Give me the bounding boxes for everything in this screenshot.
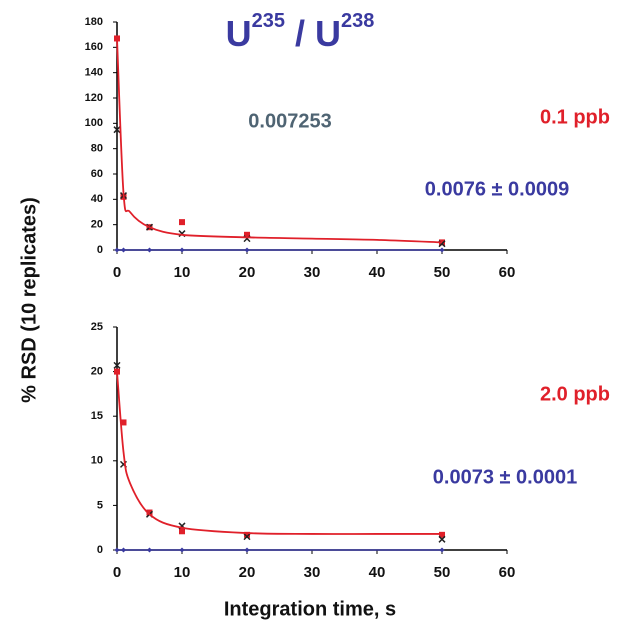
point xyxy=(120,419,127,426)
x-tick-label: 20 xyxy=(239,264,256,281)
y-tick-label: 20 xyxy=(91,219,103,231)
y-tick-label: 100 xyxy=(85,117,103,129)
annotation: 2.0 ppb xyxy=(540,383,610,405)
annotation: 0.0073 ± 0.0001 xyxy=(433,466,577,488)
y-tick-label: 160 xyxy=(85,41,103,53)
y-tick-label: 140 xyxy=(85,67,103,79)
chart-title: U235 / U238 xyxy=(226,10,375,53)
x-tick-label: 50 xyxy=(434,564,451,581)
y-tick-label: 120 xyxy=(85,92,103,104)
x-tick-label: 10 xyxy=(174,564,191,581)
x-tick-label: 60 xyxy=(499,564,516,581)
x-tick-label: 40 xyxy=(369,564,386,581)
title-part: U xyxy=(226,13,252,54)
point xyxy=(244,247,250,253)
x-tick-label: 10 xyxy=(174,264,191,281)
y-tick-label: 80 xyxy=(91,143,103,155)
point xyxy=(179,528,185,535)
point xyxy=(147,547,152,553)
x-tick-label: 20 xyxy=(239,564,256,581)
x-tick-label: 30 xyxy=(304,264,321,281)
x-tick-label: 60 xyxy=(499,264,516,281)
y-tick-label: 0 xyxy=(97,244,103,256)
fit-curve xyxy=(116,38,443,244)
point xyxy=(113,126,121,134)
y-tick-label: 40 xyxy=(91,193,103,205)
point xyxy=(244,531,250,538)
y-tick-label: 15 xyxy=(91,410,103,422)
x-tick-label: 0 xyxy=(113,264,121,281)
point xyxy=(121,547,126,553)
point xyxy=(244,231,250,238)
y-tick-label: 20 xyxy=(91,366,103,378)
point xyxy=(244,547,250,553)
point xyxy=(179,247,185,253)
x-tick-label: 30 xyxy=(304,564,321,581)
point xyxy=(243,533,251,541)
fit-curve xyxy=(116,371,442,535)
annotation: 0.1 ppb xyxy=(540,106,610,128)
point xyxy=(121,247,126,253)
title-sup: 238 xyxy=(341,10,374,32)
y-tick-label: 180 xyxy=(85,16,103,28)
point xyxy=(113,361,121,369)
x-axis-label: Integration time, s xyxy=(224,598,396,620)
point xyxy=(438,535,446,543)
y-tick-label: 0 xyxy=(97,544,103,556)
point xyxy=(147,247,152,253)
x-tick-label: 40 xyxy=(369,264,386,281)
point xyxy=(146,509,153,516)
y-tick-label: 60 xyxy=(91,168,103,180)
title-part: / U xyxy=(285,13,341,54)
point xyxy=(439,247,445,253)
y-tick-label: 10 xyxy=(91,455,103,467)
annotation: 0.007253 xyxy=(248,110,331,132)
annotation: 0.0076 ± 0.0009 xyxy=(425,178,569,200)
title-sup: 235 xyxy=(252,10,285,32)
point xyxy=(114,547,120,553)
y-axis-label: % RSD (10 replicates) xyxy=(18,197,40,403)
x-tick-label: 0 xyxy=(113,564,121,581)
x-tick-label: 50 xyxy=(434,264,451,281)
point xyxy=(179,547,185,553)
y-tick-label: 25 xyxy=(91,321,103,333)
point xyxy=(439,547,445,553)
y-tick-label: 5 xyxy=(97,499,103,511)
point xyxy=(179,219,185,226)
point xyxy=(114,247,120,253)
